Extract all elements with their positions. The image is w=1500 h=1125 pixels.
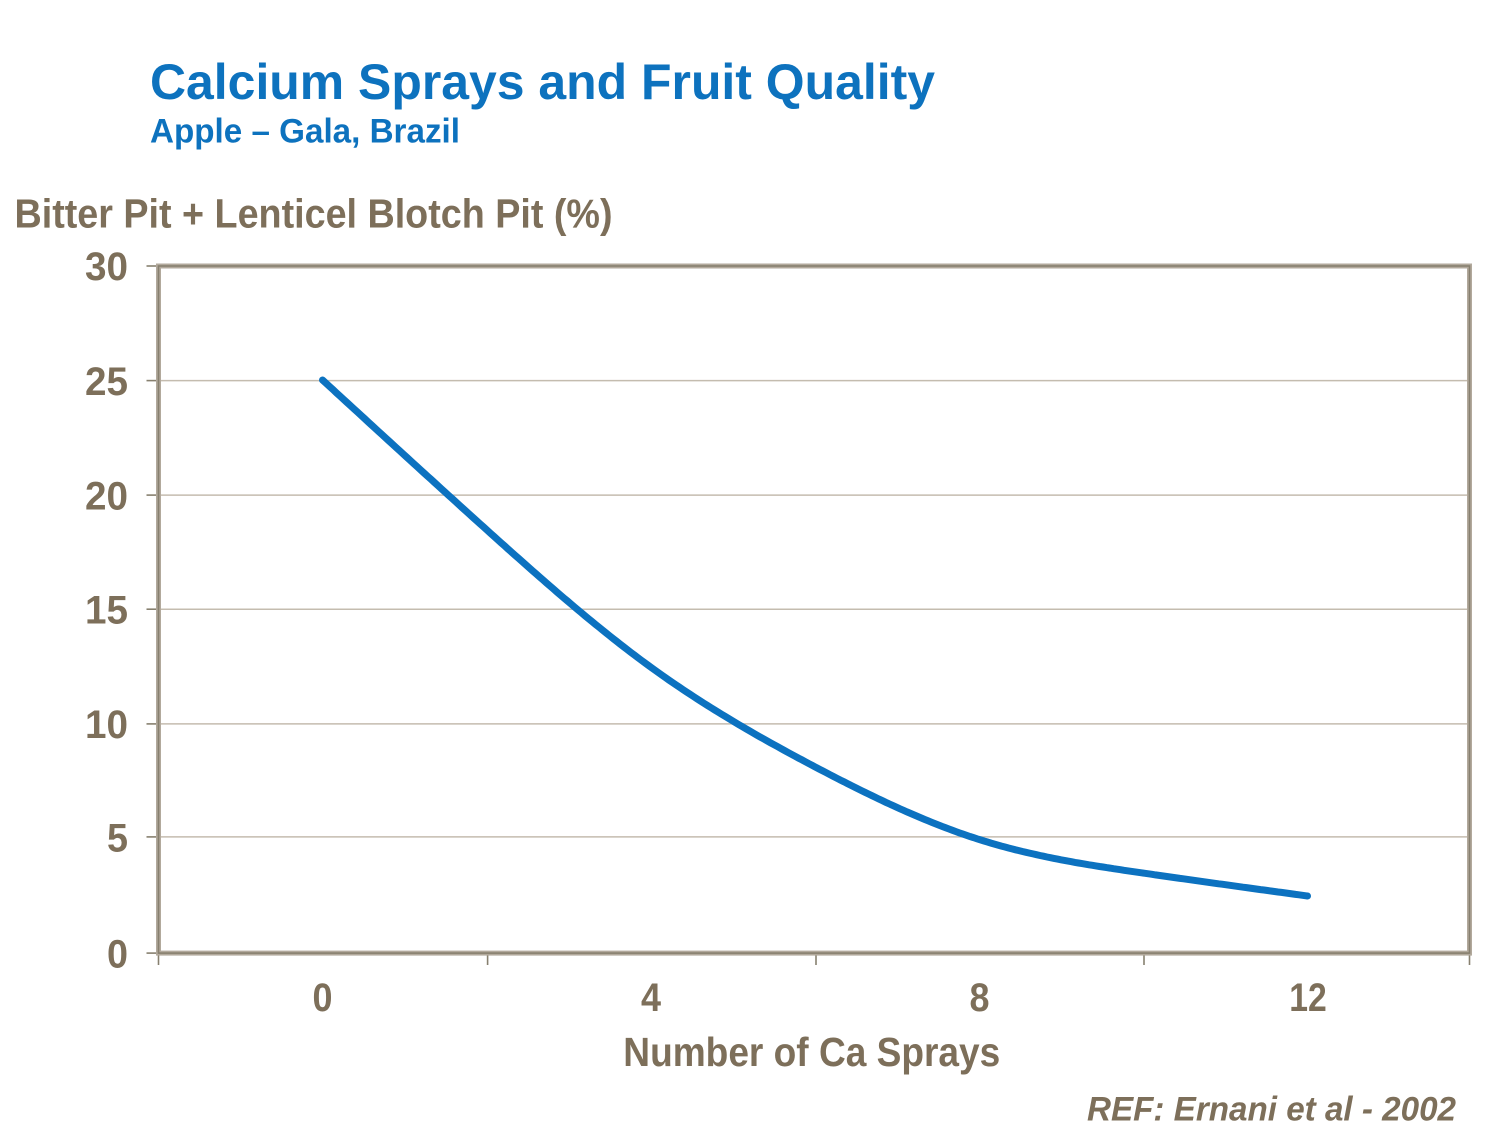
svg-text:0: 0 — [107, 932, 128, 976]
svg-text:15: 15 — [85, 588, 128, 632]
svg-text:4: 4 — [641, 976, 662, 1020]
svg-text:30: 30 — [85, 245, 128, 289]
svg-text:Bitter Pit + Lenticel Blotch P: Bitter Pit + Lenticel Blotch Pit (%) — [15, 191, 613, 237]
svg-text:8: 8 — [970, 976, 990, 1020]
svg-text:5: 5 — [107, 816, 128, 860]
svg-text:0: 0 — [313, 976, 333, 1020]
svg-text:25: 25 — [85, 360, 128, 404]
svg-text:Calcium Sprays and Fruit Quali: Calcium Sprays and Fruit Quality — [150, 53, 935, 110]
svg-text:REF: Ernani et al - 2002: REF: Ernani et al - 2002 — [1087, 1091, 1456, 1125]
svg-text:10: 10 — [85, 703, 128, 747]
svg-text:12: 12 — [1289, 976, 1327, 1020]
svg-text:Apple – Gala, Brazil: Apple – Gala, Brazil — [150, 113, 460, 151]
svg-text:Number of Ca Sprays: Number of Ca Sprays — [623, 1029, 1000, 1075]
svg-text:20: 20 — [85, 474, 128, 518]
